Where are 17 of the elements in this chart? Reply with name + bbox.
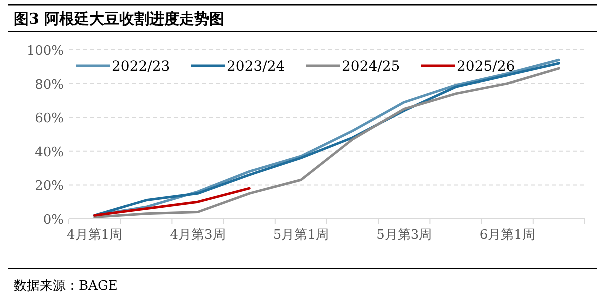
legend-label: 2024/25 [342,59,400,75]
ytick: 0% [43,213,64,228]
ytick: 80% [35,78,64,93]
xtick: 4月第3周 [170,228,226,243]
legend-label: 2022/23 [112,59,170,75]
ytick: 60% [35,112,64,127]
xtick: 5月第1周 [273,228,329,243]
legend-label: 2025/26 [457,59,516,75]
annotation: 数据来源：BAGE [14,279,118,294]
ytick: 20% [35,179,64,194]
legend-label: 2023/24 [227,59,286,75]
ytick: 40% [35,145,64,160]
xtick: 6月第1周 [480,228,536,243]
ytick: 100% [26,44,64,59]
xtick: 4月第1周 [67,228,123,243]
xtick: 5月第3周 [376,228,432,243]
title: 图3 阿根廷大豆收割进度走势图 [14,10,225,28]
